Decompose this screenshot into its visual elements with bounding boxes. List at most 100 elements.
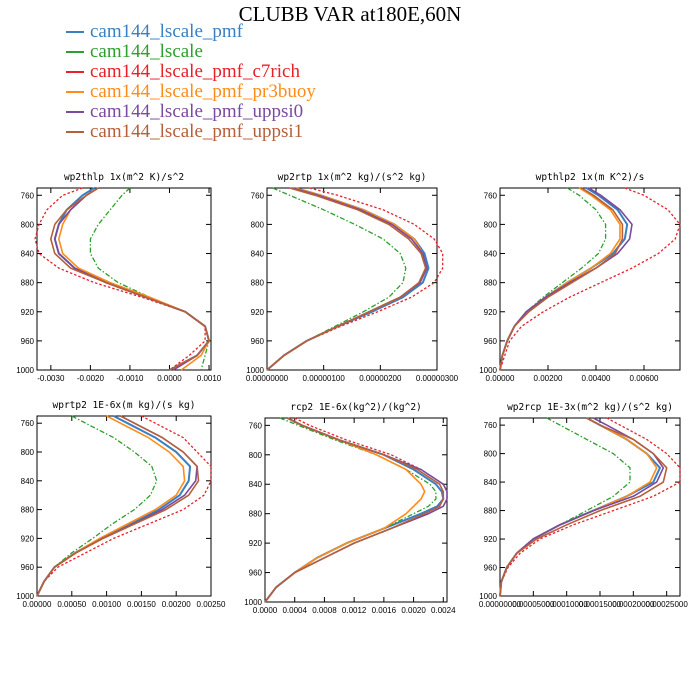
series-line <box>266 187 427 371</box>
x-tick-label: 0.00000000 <box>246 374 289 383</box>
legend-item: cam144_lscale_pmf_uppsi1 <box>66 122 316 142</box>
series-line <box>499 417 661 597</box>
y-tick-label: 800 <box>484 220 498 229</box>
x-tick-label: 0.0010 <box>197 374 222 383</box>
x-tick-label: 0.00025000 <box>646 600 689 609</box>
x-tick-label: -0.0010 <box>116 374 144 383</box>
y-tick-label: 960 <box>21 337 35 346</box>
series-line <box>266 187 428 371</box>
series-line <box>499 417 665 597</box>
x-tick-label: 0.00010000 <box>546 600 589 609</box>
series-line <box>266 187 407 371</box>
series-line <box>36 415 200 597</box>
legend-swatch <box>66 51 84 53</box>
series-line <box>499 187 621 371</box>
series-line <box>499 187 624 371</box>
legend-item: cam144_lscale <box>66 42 316 62</box>
series-line <box>49 187 210 371</box>
y-tick-label: 1000 <box>479 592 497 601</box>
x-tick-label: 0.00000 <box>23 600 52 609</box>
x-tick-label: 0.00000200 <box>359 374 402 383</box>
legend-label: cam144_lscale_pmf_c7rich <box>90 61 300 82</box>
plot-frame <box>499 187 681 371</box>
x-tick-label: 0.00015000 <box>579 600 622 609</box>
x-tick-label: 0.0000 <box>253 606 278 615</box>
x-tick-label: 0.00000300 <box>416 374 459 383</box>
series-line <box>53 187 210 371</box>
legend-label: cam144_lscale_pmf <box>90 21 244 42</box>
y-tick-label: 760 <box>251 191 265 200</box>
y-tick-label: 800 <box>21 448 35 457</box>
series-line <box>499 187 681 371</box>
chart-panel: wpthlp2 1x(m K^2)/s 760 800 840 880 920 960 100… <box>479 172 681 383</box>
page-title: CLUBB VAR at180E,60N <box>238 2 462 26</box>
series-line <box>264 417 426 603</box>
y-tick-label: 1000 <box>16 366 34 375</box>
legend-label: cam144_lscale <box>90 41 203 62</box>
legend-item: cam144_lscale_pmf_uppsi0 <box>66 102 316 122</box>
series-line <box>266 187 427 371</box>
legend-swatch <box>66 91 84 93</box>
y-tick-label: 920 <box>249 539 263 548</box>
series-line <box>36 415 158 597</box>
x-tick-label: 0.0020 <box>401 606 426 615</box>
x-tick-label: -0.0030 <box>37 374 65 383</box>
y-tick-label: 880 <box>484 507 498 516</box>
legend-swatch <box>66 131 84 133</box>
legend-item: cam144_lscale_pmf_pr3buoy <box>66 82 316 102</box>
y-tick-label: 960 <box>249 569 263 578</box>
panel-title: wp2rtp 1x(m^2 kg)/(s^2 kg) <box>278 172 427 183</box>
y-tick-label: 760 <box>249 421 263 430</box>
y-tick-label: 920 <box>484 535 498 544</box>
x-tick-label: 0.00200 <box>162 600 191 609</box>
series-line <box>499 417 631 597</box>
y-tick-label: 840 <box>251 250 265 259</box>
plot-frame <box>36 187 212 371</box>
y-tick-label: 880 <box>21 506 35 515</box>
x-tick-label: 0.0016 <box>372 606 397 615</box>
y-tick-label: 960 <box>484 337 498 346</box>
chart-panel: wp2thlp 1x(m^2 K)/s^2 760 800 840 880 920 960 1… <box>16 172 222 383</box>
chart-panel: wprtp2 1E-6x(m kg)/(s kg) 760 800 840 880 920… <box>16 400 226 609</box>
y-tick-label: 960 <box>21 563 35 572</box>
legend-swatch <box>66 71 84 73</box>
x-tick-label: 0.00000000 <box>479 600 522 609</box>
plot-frame <box>264 417 448 603</box>
panel-title: wpthlp2 1x(m K^2)/s <box>536 172 645 183</box>
series-line <box>499 417 681 597</box>
panel-title: wprtp2 1E-6x(m kg)/(s kg) <box>53 400 196 411</box>
series-line <box>499 187 607 371</box>
x-tick-label: 0.00005000 <box>512 600 555 609</box>
y-tick-label: 840 <box>21 477 35 486</box>
y-tick-label: 880 <box>21 279 35 288</box>
y-tick-label: 800 <box>251 220 265 229</box>
legend-swatch <box>66 31 84 33</box>
chart-panel: rcp2 1E-6x(kg^2)/(kg^2) 760 800 840 880 920 96… <box>244 402 456 615</box>
y-tick-label: 920 <box>484 308 498 317</box>
y-tick-label: 760 <box>21 419 35 428</box>
x-tick-label: 0.00100 <box>92 600 121 609</box>
y-tick-label: 840 <box>249 480 263 489</box>
y-tick-label: 1000 <box>16 592 34 601</box>
legend-item: cam144_lscale_pmf_c7rich <box>66 62 316 82</box>
y-tick-label: 880 <box>484 279 498 288</box>
series-line <box>499 417 658 597</box>
x-tick-label: 0.00000 <box>486 374 515 383</box>
legend-label: cam144_lscale_pmf_uppsi1 <box>90 121 304 142</box>
x-tick-label: -0.0020 <box>77 374 105 383</box>
series-line <box>36 415 198 597</box>
plot-frame <box>499 417 681 597</box>
x-tick-label: 0.00150 <box>127 600 156 609</box>
series-line <box>34 187 206 371</box>
y-tick-label: 1000 <box>244 598 262 607</box>
x-tick-label: 0.00600 <box>630 374 659 383</box>
y-tick-label: 760 <box>484 191 498 200</box>
y-tick-label: 760 <box>484 421 498 430</box>
x-tick-label: 0.00400 <box>582 374 611 383</box>
legend-item: cam144_lscale_pmf <box>66 22 316 42</box>
legend-label: cam144_lscale_pmf_pr3buoy <box>90 81 316 102</box>
y-tick-label: 840 <box>484 250 498 259</box>
plot-frame <box>36 415 212 597</box>
legend-swatch <box>66 111 84 113</box>
chart-panel: wp2rtp 1x(m^2 kg)/(s^2 kg) 760 800 840 880 92… <box>246 172 459 383</box>
